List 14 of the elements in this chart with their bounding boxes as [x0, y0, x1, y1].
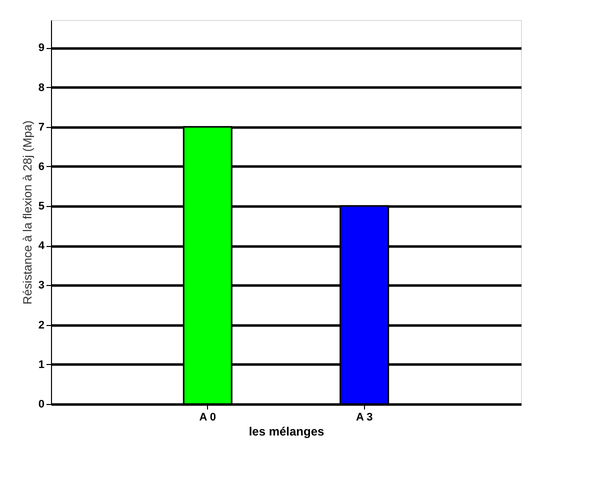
y-tick-label: 5 — [38, 200, 44, 213]
y-tick-label: 8 — [38, 82, 44, 94]
y-tick-label: 6 — [38, 160, 44, 173]
y-tick-label: 7 — [38, 121, 44, 134]
x-axis-title: les mélanges — [248, 424, 325, 438]
y-tick-label: 0 — [38, 398, 44, 410]
y-tick-label: 4 — [38, 240, 46, 252]
y-tick-label: 9 — [38, 42, 44, 54]
x-tick-label: A 0 — [199, 412, 216, 424]
y-tick-label: 1 — [38, 358, 44, 371]
y-tick-label: 3 — [38, 280, 44, 292]
y-axis-title: Résistance à la flexion à 28j (Mpa) — [20, 120, 34, 305]
y-tick-label: 2 — [38, 319, 44, 332]
x-tick-label: A 3 — [356, 412, 373, 424]
